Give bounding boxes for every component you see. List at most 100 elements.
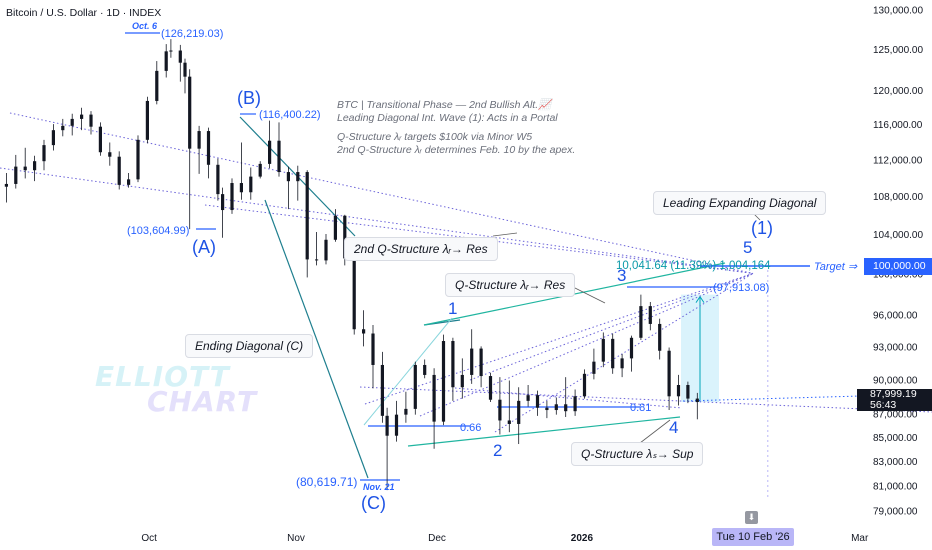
candle[interactable] (268, 120, 272, 169)
candle[interactable] (535, 390, 540, 416)
candle[interactable] (488, 372, 493, 403)
candle[interactable] (127, 172, 131, 188)
candle[interactable] (432, 368, 436, 449)
wave-c-trendline[interactable] (264, 199, 369, 479)
candle[interactable] (592, 348, 596, 380)
candle[interactable] (324, 233, 328, 265)
candle[interactable] (23, 147, 27, 179)
candle[interactable] (277, 122, 281, 177)
candle[interactable] (695, 392, 699, 420)
candle[interactable] (658, 318, 662, 360)
candle[interactable] (423, 359, 427, 379)
candle[interactable] (80, 107, 84, 131)
candle[interactable] (573, 389, 577, 416)
trendline[interactable] (364, 272, 754, 405)
candle[interactable] (51, 124, 55, 151)
trendline[interactable] (359, 386, 932, 413)
candle[interactable] (460, 358, 464, 399)
candle[interactable] (61, 118, 65, 137)
candle[interactable] (296, 165, 300, 201)
trendline[interactable] (9, 112, 754, 274)
candle[interactable] (498, 377, 502, 435)
candle[interactable] (441, 334, 446, 426)
candle[interactable] (305, 170, 309, 278)
candle[interactable] (545, 400, 549, 419)
candle[interactable] (178, 44, 182, 82)
candle[interactable] (216, 158, 220, 201)
candle[interactable] (394, 400, 399, 442)
candle[interactable] (385, 407, 389, 491)
candle[interactable] (169, 39, 173, 58)
ending-diagonal-box[interactable]: Ending Diagonal (C) (185, 334, 314, 358)
candle[interactable] (221, 187, 225, 238)
candle[interactable] (4, 172, 8, 203)
candle[interactable] (564, 377, 568, 417)
trendline[interactable] (0, 167, 754, 274)
trendline[interactable] (494, 272, 754, 433)
current-price-line[interactable] (682, 393, 932, 402)
candle[interactable] (145, 96, 149, 144)
pointer[interactable] (639, 419, 671, 444)
candle[interactable] (380, 351, 384, 423)
candle[interactable] (70, 113, 74, 136)
candle[interactable] (362, 310, 366, 347)
candle[interactable] (14, 154, 18, 189)
candle[interactable] (98, 122, 102, 156)
candle[interactable] (42, 139, 46, 171)
candle[interactable] (470, 329, 474, 384)
current-price-tag: 87,999.19 56:43 (857, 389, 932, 411)
candle[interactable] (667, 347, 671, 411)
q-structure-res-box[interactable]: Q-Structure λᵣ→ Res (445, 273, 576, 297)
candle[interactable] (676, 374, 681, 406)
candle[interactable] (639, 294, 643, 340)
download-icon[interactable]: ⬇ (745, 511, 758, 524)
candle[interactable] (239, 142, 243, 200)
candle[interactable] (188, 69, 192, 230)
candle[interactable] (648, 301, 652, 331)
candle[interactable] (108, 142, 112, 166)
candle[interactable] (206, 127, 211, 179)
candle[interactable] (315, 232, 319, 266)
q-structure-sup-box[interactable]: Q-Structure λₛ→ Sup (571, 442, 704, 466)
candle[interactable] (413, 361, 417, 415)
candle[interactable] (89, 111, 93, 135)
trendline[interactable] (419, 272, 754, 417)
candle[interactable] (611, 333, 615, 374)
candle[interactable] (155, 61, 159, 105)
price-tick-label: 83,000.00 (873, 457, 918, 468)
candle[interactable] (507, 380, 511, 433)
pointer[interactable] (492, 232, 518, 237)
price-tick-label: 85,000.00 (873, 433, 918, 444)
candle[interactable] (286, 166, 290, 210)
candle[interactable] (526, 384, 530, 407)
candle[interactable] (517, 387, 521, 445)
second-q-structure-box[interactable]: 2nd Q-Structure λᵣ→ Res (344, 237, 498, 261)
candle[interactable] (629, 335, 634, 372)
wave-1-line[interactable] (363, 317, 453, 426)
candle[interactable] (601, 332, 605, 368)
candle[interactable] (197, 125, 201, 174)
candle[interactable] (258, 161, 262, 179)
candle[interactable] (33, 155, 37, 182)
candle[interactable] (371, 325, 375, 389)
candle[interactable] (136, 135, 140, 183)
candle[interactable] (686, 381, 690, 404)
trendline[interactable] (469, 272, 754, 381)
note-line: 2nd Q-Structure λᵣ determines Feb. 10 by… (337, 144, 576, 156)
candle[interactable] (352, 254, 356, 335)
candle[interactable] (249, 167, 253, 200)
candle[interactable] (183, 58, 187, 94)
leading-expanding-diagonal-box[interactable]: Leading Expanding Diagonal (653, 191, 827, 215)
candle[interactable] (554, 397, 558, 415)
candle[interactable] (404, 391, 408, 423)
candle[interactable] (451, 337, 455, 401)
candle[interactable] (117, 151, 121, 190)
candle[interactable] (479, 346, 483, 388)
lower-channel-line[interactable] (407, 416, 681, 447)
candle[interactable] (582, 369, 587, 399)
candle[interactable] (230, 178, 234, 214)
candle[interactable] (164, 44, 168, 78)
candle[interactable] (620, 354, 624, 378)
candle[interactable] (333, 209, 337, 242)
